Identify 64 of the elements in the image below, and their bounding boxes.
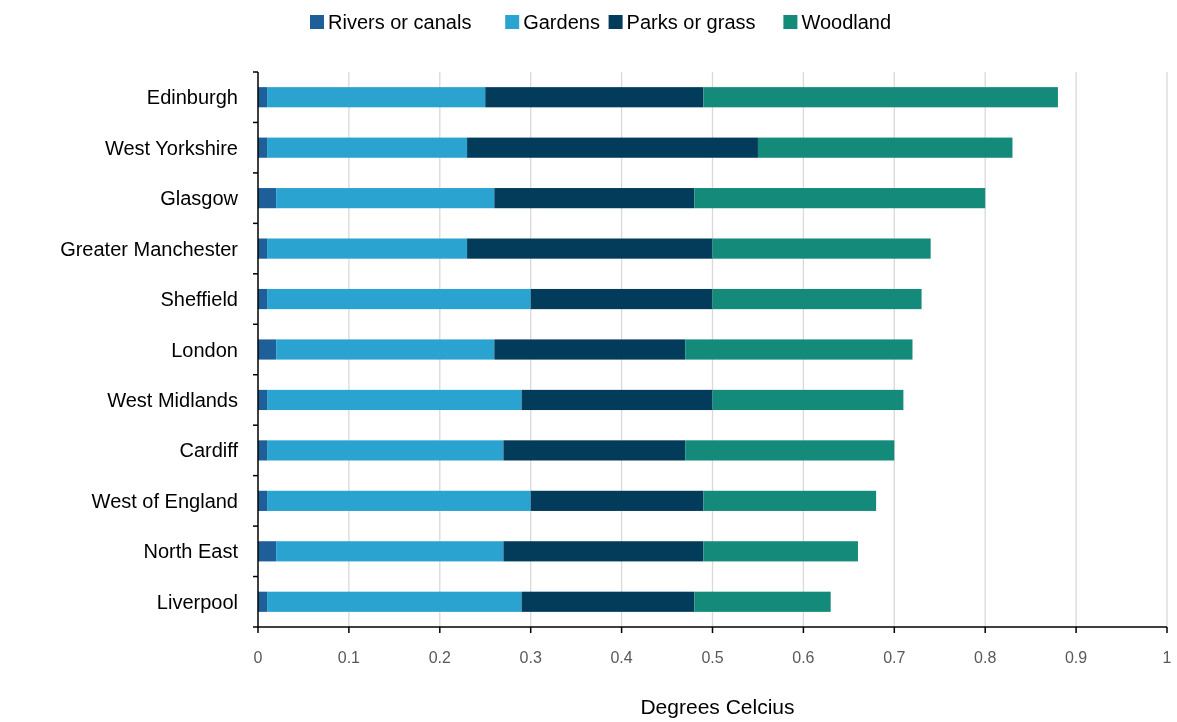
bar	[258, 188, 277, 209]
bar	[703, 490, 877, 511]
y-tick-label: Glasgow	[160, 187, 239, 210]
bar	[467, 137, 758, 158]
bar	[267, 288, 531, 310]
x-tick-label: 0.7	[883, 649, 906, 666]
bar	[521, 591, 695, 612]
bar	[694, 591, 831, 612]
bar	[703, 87, 1058, 108]
y-tick-label: Greater Manchester	[60, 237, 239, 260]
legend-label: Parks or grass	[626, 11, 756, 33]
x-tick-label: 0.2	[428, 649, 452, 666]
x-tick-label: 0.5	[701, 649, 724, 666]
y-tick-label: North East	[143, 540, 239, 563]
bar	[267, 490, 531, 511]
x-tick-label: 0.4	[610, 649, 633, 666]
x-tick-label: 0.9	[1064, 649, 1088, 666]
bar	[267, 87, 486, 108]
legend-label: Woodland	[801, 11, 892, 33]
x-tick-label: 0.6	[792, 649, 815, 666]
x-tick-label: 0.1	[337, 649, 361, 666]
legend-label: Gardens	[523, 11, 600, 33]
bar	[494, 339, 686, 360]
bar	[530, 288, 713, 310]
bar	[530, 490, 704, 511]
bar	[494, 188, 695, 209]
bar	[467, 238, 713, 259]
bar	[276, 541, 504, 562]
bar	[712, 389, 904, 411]
y-tick-label: London	[171, 338, 238, 361]
bar	[712, 238, 931, 259]
y-tick-label: Sheffield	[160, 288, 238, 311]
bar	[503, 541, 704, 562]
bar	[521, 389, 713, 411]
x-tick-label: 1	[1162, 649, 1172, 666]
x-tick-label: 0.3	[519, 649, 542, 666]
y-tick-label: Cardiff	[179, 439, 239, 462]
y-tick-label: West of England	[91, 489, 238, 512]
bar	[267, 440, 504, 461]
bar	[694, 188, 986, 209]
x-axis-title: Degrees Celcius	[640, 695, 795, 718]
bar	[267, 389, 522, 411]
bar	[258, 541, 277, 562]
bar	[757, 137, 1013, 158]
bar	[267, 591, 522, 612]
y-tick-label: West Yorkshire	[104, 136, 238, 159]
bar	[258, 339, 277, 360]
x-tick-label: 0	[253, 649, 263, 666]
bar	[712, 288, 922, 310]
y-tick-label: Edinburgh	[146, 86, 238, 109]
legend-label: Rivers or canals	[328, 11, 472, 33]
bar	[276, 188, 495, 209]
y-tick-label: Liverpool	[156, 590, 238, 613]
bar	[685, 440, 895, 461]
bar	[703, 541, 858, 562]
bar	[685, 339, 913, 360]
bar	[258, 440, 268, 461]
bar	[267, 137, 468, 158]
bar	[485, 87, 704, 108]
y-tick-label: West Midlands	[107, 388, 238, 411]
bar	[276, 339, 495, 360]
bar	[267, 238, 468, 259]
x-tick-label: 0.8	[974, 649, 997, 666]
bar	[503, 440, 686, 461]
